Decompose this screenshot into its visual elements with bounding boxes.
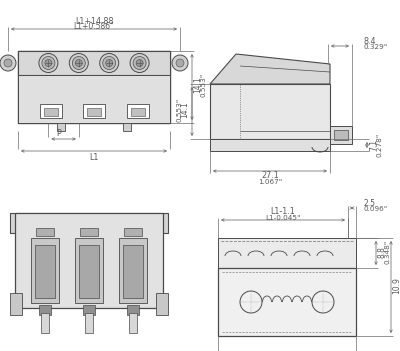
Bar <box>31 238 59 303</box>
Circle shape <box>136 60 143 66</box>
Circle shape <box>103 57 116 69</box>
Bar <box>156 293 168 315</box>
Bar <box>36 228 54 236</box>
Text: L1: L1 <box>89 152 99 161</box>
Circle shape <box>69 53 88 73</box>
Bar <box>10 213 168 233</box>
Bar <box>218 268 356 336</box>
Bar <box>35 245 55 298</box>
Text: 8.8: 8.8 <box>378 246 386 258</box>
Bar <box>18 75 170 123</box>
Circle shape <box>0 55 16 71</box>
Circle shape <box>176 59 184 67</box>
Text: L1-0.045": L1-0.045" <box>265 215 301 221</box>
Bar <box>18 51 170 75</box>
Bar <box>39 305 51 315</box>
Circle shape <box>130 53 149 73</box>
Polygon shape <box>210 54 330 84</box>
Bar <box>210 139 330 151</box>
Circle shape <box>312 291 334 313</box>
Bar <box>123 245 143 298</box>
Text: 27.1: 27.1 <box>261 172 279 180</box>
Text: 0.553": 0.553" <box>201 73 207 97</box>
Text: L1+0.586": L1+0.586" <box>74 22 114 31</box>
Bar <box>126 104 148 118</box>
Circle shape <box>106 60 113 66</box>
Bar <box>83 104 105 118</box>
Circle shape <box>4 59 12 67</box>
Circle shape <box>45 60 52 66</box>
Bar <box>79 245 99 298</box>
Circle shape <box>133 57 146 69</box>
Circle shape <box>39 53 58 73</box>
Bar <box>130 108 144 116</box>
Bar <box>18 51 170 123</box>
Bar <box>85 313 93 333</box>
Text: 8.4: 8.4 <box>364 37 376 46</box>
Bar <box>124 228 142 236</box>
Circle shape <box>172 55 188 71</box>
Circle shape <box>100 53 119 73</box>
Circle shape <box>72 57 85 69</box>
Circle shape <box>75 60 82 66</box>
Text: 14.1: 14.1 <box>180 101 190 118</box>
Text: 0.553": 0.553" <box>176 97 182 122</box>
Text: 2.5: 2.5 <box>364 199 376 207</box>
Bar <box>83 305 95 315</box>
Bar <box>10 293 22 315</box>
Bar <box>15 213 163 308</box>
Bar <box>75 238 103 303</box>
Bar <box>129 313 137 333</box>
Text: 10.9: 10.9 <box>392 278 400 294</box>
Text: 0.278": 0.278" <box>377 133 383 157</box>
Bar <box>334 130 348 140</box>
Bar <box>41 313 49 333</box>
Bar <box>40 104 62 118</box>
Text: P: P <box>56 130 61 139</box>
Bar <box>56 123 64 131</box>
Bar <box>119 238 147 303</box>
Text: 1.067": 1.067" <box>258 179 282 185</box>
Circle shape <box>42 57 55 69</box>
Text: 0.348": 0.348" <box>385 240 391 264</box>
Bar <box>80 228 98 236</box>
Text: L1-1.1: L1-1.1 <box>271 207 295 217</box>
Text: 0.096": 0.096" <box>364 206 388 212</box>
Text: 7.1: 7.1 <box>370 139 378 151</box>
Bar <box>330 126 352 144</box>
Bar <box>127 305 139 315</box>
Bar <box>124 123 132 131</box>
Bar <box>87 108 101 116</box>
Text: 14.1: 14.1 <box>194 77 202 93</box>
Text: L1+14.88: L1+14.88 <box>75 16 113 26</box>
Circle shape <box>240 291 262 313</box>
Bar <box>44 108 58 116</box>
Bar <box>210 84 330 139</box>
Bar <box>218 238 356 268</box>
Text: 0.329": 0.329" <box>364 44 388 50</box>
